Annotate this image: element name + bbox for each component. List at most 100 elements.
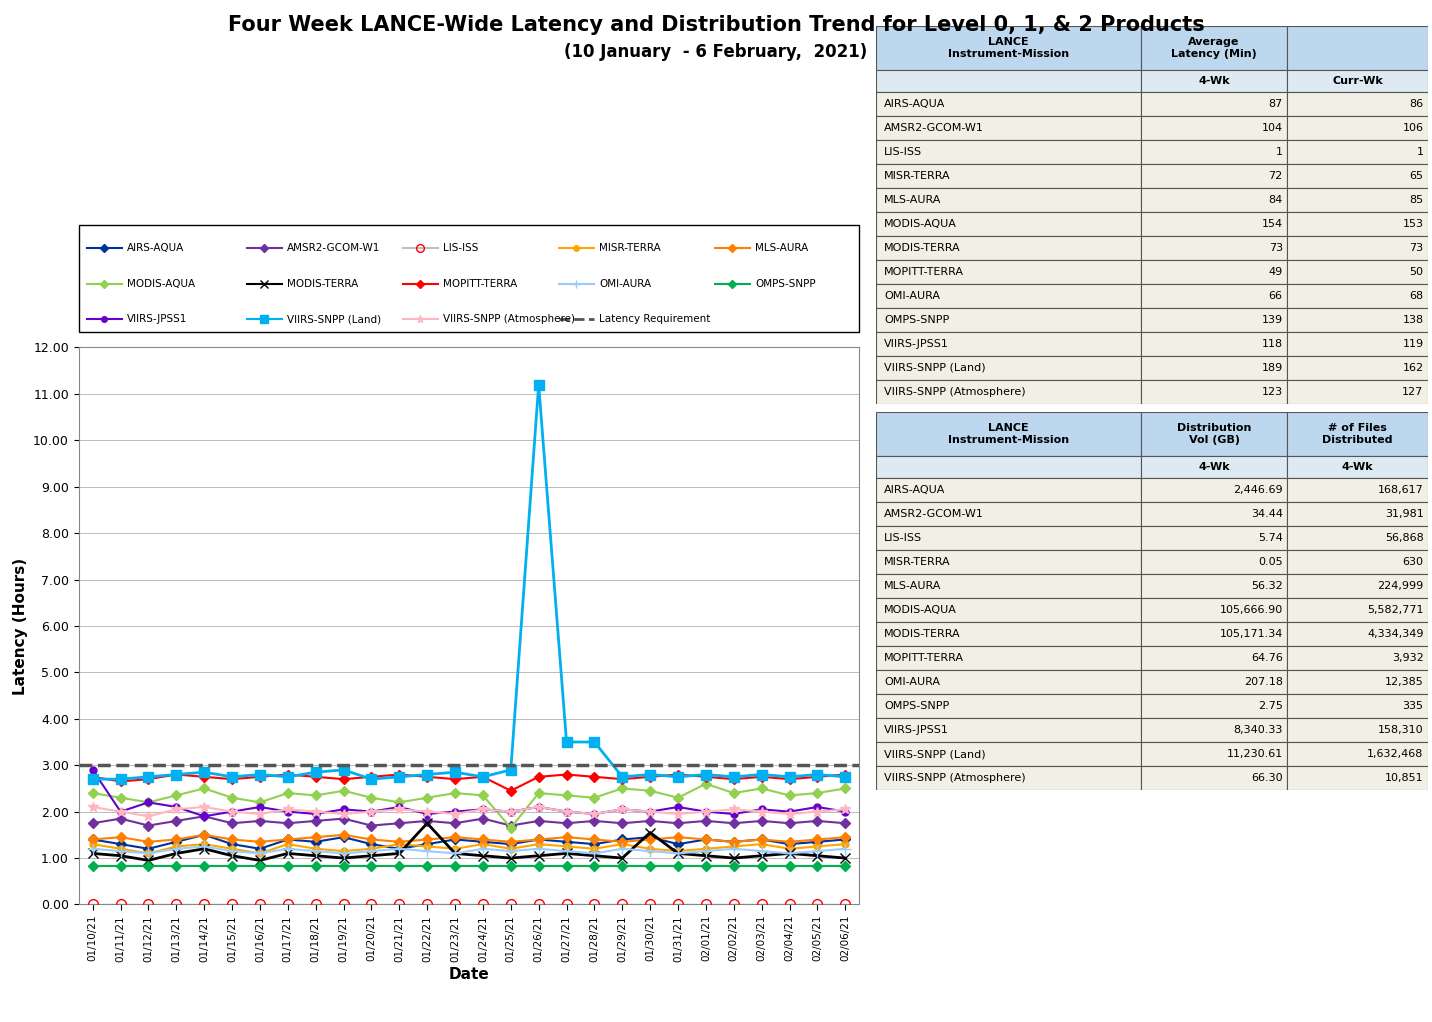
Text: 12,385: 12,385 xyxy=(1385,678,1423,687)
Text: Distribution
Vol (GB): Distribution Vol (GB) xyxy=(1177,423,1252,445)
Text: AMSR2-GCOM-W1: AMSR2-GCOM-W1 xyxy=(288,243,381,253)
Bar xyxy=(1287,766,1428,790)
Bar xyxy=(1141,69,1287,92)
Bar xyxy=(876,457,1141,478)
Text: 66: 66 xyxy=(1269,290,1283,300)
Text: 73: 73 xyxy=(1409,242,1423,252)
Text: Curr-Wk: Curr-Wk xyxy=(1332,76,1383,86)
Text: LIS-ISS: LIS-ISS xyxy=(444,243,478,253)
Bar xyxy=(876,188,1141,212)
Text: AIRS-AQUA: AIRS-AQUA xyxy=(885,485,945,495)
Text: MODIS-TERRA: MODIS-TERRA xyxy=(885,242,961,252)
Text: 84: 84 xyxy=(1269,194,1283,204)
Text: MODIS-AQUA: MODIS-AQUA xyxy=(885,219,957,229)
Bar xyxy=(1287,380,1428,404)
Bar xyxy=(1141,115,1287,140)
Text: 158,310: 158,310 xyxy=(1378,726,1423,735)
Text: 56.32: 56.32 xyxy=(1252,582,1283,591)
Text: 10,851: 10,851 xyxy=(1385,774,1423,783)
Bar xyxy=(876,646,1141,670)
Bar xyxy=(1287,457,1428,478)
Bar xyxy=(1287,550,1428,574)
Bar xyxy=(1287,646,1428,670)
Bar xyxy=(876,284,1141,308)
Bar xyxy=(1141,457,1287,478)
Bar xyxy=(1141,502,1287,526)
Text: MISR-TERRA: MISR-TERRA xyxy=(600,243,662,253)
Bar xyxy=(1287,140,1428,164)
Bar xyxy=(1141,164,1287,188)
Bar xyxy=(1287,26,1428,69)
Text: 189: 189 xyxy=(1262,363,1283,373)
Text: 1: 1 xyxy=(1276,146,1283,156)
Text: 106: 106 xyxy=(1402,123,1423,133)
Bar xyxy=(1141,550,1287,574)
Text: 630: 630 xyxy=(1402,557,1423,567)
Bar xyxy=(1287,92,1428,115)
Bar xyxy=(1141,598,1287,622)
Text: 1,632,468: 1,632,468 xyxy=(1368,749,1423,759)
Bar xyxy=(1287,260,1428,284)
Bar xyxy=(1141,574,1287,598)
Bar xyxy=(876,598,1141,622)
Text: MODIS-TERRA: MODIS-TERRA xyxy=(288,279,358,289)
Text: 34.44: 34.44 xyxy=(1250,509,1283,519)
Text: 104: 104 xyxy=(1262,123,1283,133)
Text: OMPS-SNPP: OMPS-SNPP xyxy=(885,701,949,711)
Bar xyxy=(876,69,1141,92)
Bar xyxy=(1141,670,1287,694)
Text: 2.75: 2.75 xyxy=(1257,701,1283,711)
Bar xyxy=(1141,260,1287,284)
Text: VIIRS-JPSS1: VIIRS-JPSS1 xyxy=(127,315,188,324)
Bar xyxy=(876,502,1141,526)
Text: (10 January  - 6 February,  2021): (10 January - 6 February, 2021) xyxy=(564,43,868,61)
Text: 127: 127 xyxy=(1402,386,1423,397)
Bar xyxy=(876,260,1141,284)
Text: OMI-AURA: OMI-AURA xyxy=(885,290,941,300)
Bar xyxy=(1287,164,1428,188)
Bar xyxy=(876,212,1141,236)
Bar xyxy=(876,412,1141,457)
Bar xyxy=(1287,718,1428,742)
Bar xyxy=(1141,284,1287,308)
Bar xyxy=(876,356,1141,380)
Text: 66.30: 66.30 xyxy=(1252,774,1283,783)
Text: VIIRS-SNPP (Land): VIIRS-SNPP (Land) xyxy=(288,315,381,324)
Bar xyxy=(1141,140,1287,164)
Text: 118: 118 xyxy=(1262,338,1283,349)
Bar xyxy=(1141,188,1287,212)
Text: 335: 335 xyxy=(1402,701,1423,711)
Text: AMSR2-GCOM-W1: AMSR2-GCOM-W1 xyxy=(885,509,984,519)
Bar xyxy=(1287,308,1428,332)
Text: 154: 154 xyxy=(1262,219,1283,229)
Text: 4-Wk: 4-Wk xyxy=(1199,462,1230,472)
Bar xyxy=(1287,478,1428,502)
Text: 68: 68 xyxy=(1409,290,1423,300)
Text: AMSR2-GCOM-W1: AMSR2-GCOM-W1 xyxy=(885,123,984,133)
Bar xyxy=(876,308,1141,332)
Text: OMPS-SNPP: OMPS-SNPP xyxy=(756,279,816,289)
Bar xyxy=(1141,718,1287,742)
Bar xyxy=(1141,742,1287,766)
Text: VIIRS-SNPP (Atmosphere): VIIRS-SNPP (Atmosphere) xyxy=(444,315,576,324)
Bar xyxy=(1287,115,1428,140)
Bar xyxy=(1141,622,1287,646)
Text: # of Files
Distributed: # of Files Distributed xyxy=(1322,423,1393,445)
Text: Latency Requirement: Latency Requirement xyxy=(600,315,710,324)
Bar xyxy=(1287,574,1428,598)
Bar xyxy=(1141,26,1287,69)
Text: VIIRS-SNPP (Land): VIIRS-SNPP (Land) xyxy=(885,363,987,373)
Bar xyxy=(876,26,1141,69)
Bar xyxy=(876,140,1141,164)
Text: MISR-TERRA: MISR-TERRA xyxy=(885,171,951,181)
Bar xyxy=(876,332,1141,356)
Text: MOPITT-TERRA: MOPITT-TERRA xyxy=(885,653,964,663)
Bar xyxy=(876,115,1141,140)
Bar xyxy=(876,574,1141,598)
Text: 4,334,349: 4,334,349 xyxy=(1368,630,1423,639)
Bar xyxy=(1141,308,1287,332)
Bar xyxy=(1287,332,1428,356)
Text: 119: 119 xyxy=(1402,338,1423,349)
Text: 4-Wk: 4-Wk xyxy=(1342,462,1373,472)
Text: VIIRS-SNPP (Atmosphere): VIIRS-SNPP (Atmosphere) xyxy=(885,774,1025,783)
